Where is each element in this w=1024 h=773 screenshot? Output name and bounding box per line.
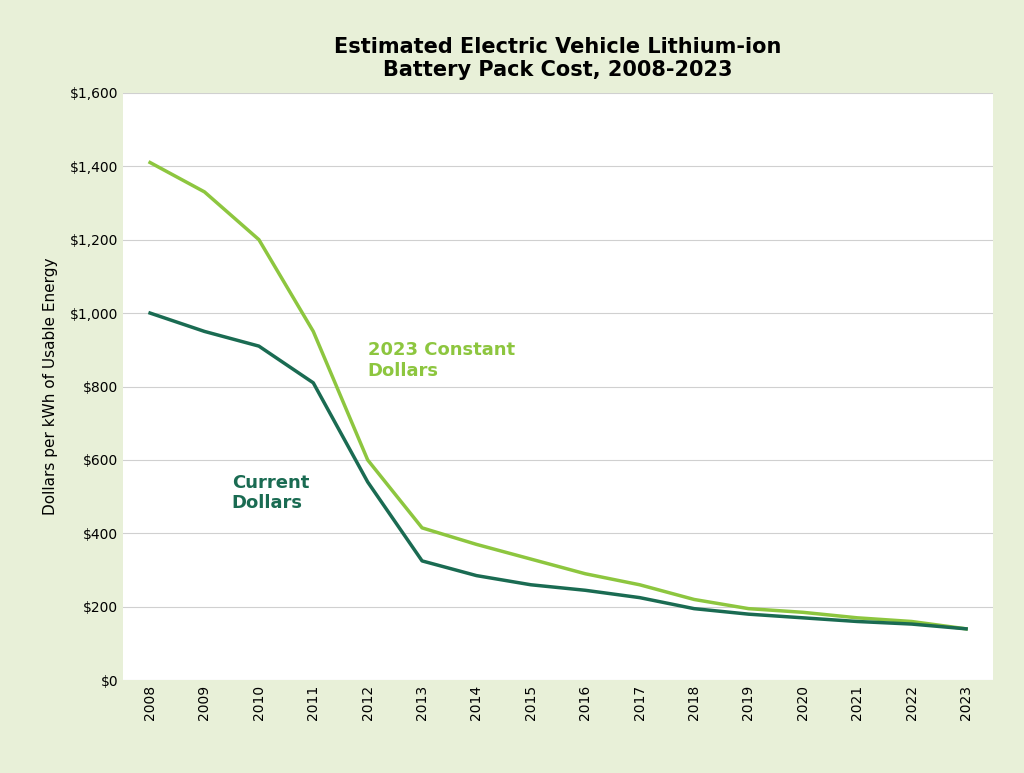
- Y-axis label: Dollars per kWh of Usable Energy: Dollars per kWh of Usable Energy: [43, 257, 58, 516]
- Title: Estimated Electric Vehicle Lithium-ion
Battery Pack Cost, 2008-2023: Estimated Electric Vehicle Lithium-ion B…: [335, 37, 781, 80]
- Text: Current
Dollars: Current Dollars: [231, 474, 309, 512]
- Text: 2023 Constant
Dollars: 2023 Constant Dollars: [368, 342, 515, 380]
